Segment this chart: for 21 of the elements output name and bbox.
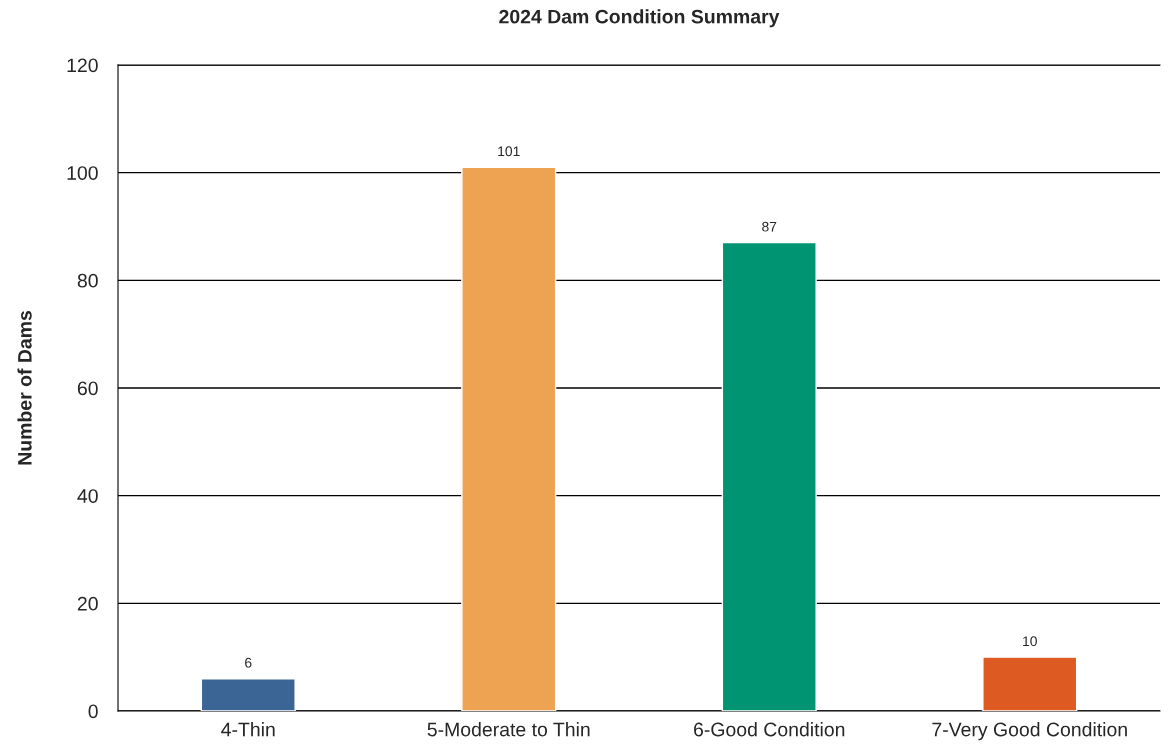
y-tick-label: 80 <box>77 273 98 288</box>
y-axis-title: Number of Dams <box>17 311 32 465</box>
y-tick-label: 120 <box>67 58 98 73</box>
data-label: 10 <box>1023 636 1037 647</box>
y-tick-label: 60 <box>77 381 98 396</box>
chart-title: 2024 Dam Condition Summary <box>499 9 780 28</box>
bar <box>721 241 817 711</box>
bar <box>461 166 557 711</box>
x-tick-label: 7-Very Good Condition <box>932 722 1127 741</box>
data-label: 87 <box>762 221 777 232</box>
bar <box>982 656 1078 711</box>
data-label: 101 <box>498 146 520 157</box>
y-tick-label: 0 <box>88 704 98 719</box>
y-tick-label: 100 <box>67 166 98 180</box>
y-tick-label: 40 <box>77 489 98 503</box>
x-tick-label: 4-Thin <box>221 722 275 737</box>
x-tick-label: 6-Good Condition <box>694 722 845 737</box>
data-label: 6 <box>245 657 252 668</box>
y-tick-label: 20 <box>77 596 98 611</box>
bar <box>200 678 296 711</box>
x-tick-label: 5-Moderate to Thin <box>427 722 590 737</box>
